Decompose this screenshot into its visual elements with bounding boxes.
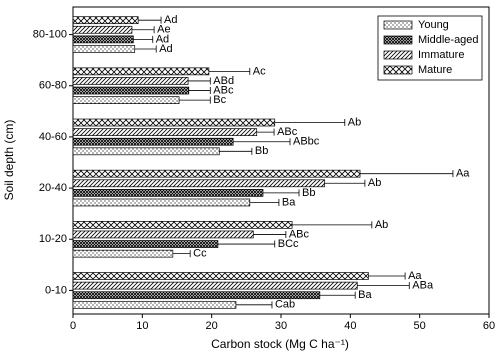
x-tick-label: 10 xyxy=(136,320,148,332)
error-bar xyxy=(138,16,162,24)
significance-label: BCc xyxy=(278,238,299,250)
bar xyxy=(72,96,180,105)
significance-label: Bb xyxy=(302,187,315,199)
legend-swatch xyxy=(383,50,413,60)
bar xyxy=(72,249,174,258)
x-tick-label: 60 xyxy=(483,320,495,332)
x-tick-label: 30 xyxy=(275,320,287,332)
x-tick-label: 40 xyxy=(344,320,356,332)
error-bar xyxy=(179,96,211,104)
bar xyxy=(72,300,237,309)
bar xyxy=(72,25,133,34)
bar xyxy=(72,137,234,146)
bar xyxy=(72,16,139,25)
significance-label: ABc xyxy=(277,126,298,138)
bar xyxy=(72,67,210,76)
significance-label: Cab xyxy=(275,299,295,311)
significance-label: Ab xyxy=(348,116,361,128)
legend-swatch xyxy=(383,20,413,30)
error-bar xyxy=(368,272,406,280)
y-tick-label: 10-20 xyxy=(39,233,67,245)
error-bar xyxy=(324,179,366,187)
significance-label: Bc xyxy=(213,94,226,106)
bar xyxy=(72,272,369,280)
bar xyxy=(72,77,189,85)
significance-label: ABc xyxy=(289,228,310,240)
significance-label: Ad xyxy=(156,33,169,45)
bar xyxy=(72,35,134,44)
bar xyxy=(72,45,136,53)
y-tick-label: 40-60 xyxy=(39,131,67,143)
y-tick-label: 20-40 xyxy=(39,182,67,194)
y-tick-label: 0-10 xyxy=(45,284,67,296)
significance-label: ABa xyxy=(412,280,434,292)
bar xyxy=(72,179,326,188)
x-axis-label: Carbon stock (Mg C ha⁻¹) xyxy=(211,337,349,351)
bar xyxy=(72,189,264,197)
error-bar xyxy=(188,87,211,95)
y-axis-label: Soil depth (cm) xyxy=(2,120,16,201)
significance-label: Ba xyxy=(282,196,296,208)
bar xyxy=(72,198,251,207)
legend-label: Middle-aged xyxy=(418,34,479,46)
y-tick-label: 60-80 xyxy=(39,80,67,92)
significance-label: ABbc xyxy=(293,136,320,148)
significance-label: Ad xyxy=(164,14,177,26)
significance-label: Cc xyxy=(193,248,207,260)
error-bar xyxy=(274,119,346,127)
significance-label: Ab xyxy=(368,177,381,189)
error-bar xyxy=(172,250,191,258)
significance-label: Ab xyxy=(375,219,388,231)
significance-label: Aa xyxy=(408,270,422,282)
error-bar xyxy=(131,26,155,34)
error-bar xyxy=(188,77,211,85)
bar xyxy=(72,221,293,229)
legend-label: Young xyxy=(418,19,449,31)
bar xyxy=(72,240,219,248)
significance-label: ABd xyxy=(213,75,234,87)
error-bar xyxy=(133,35,154,43)
significance-label: Ba xyxy=(358,289,372,301)
error-bar xyxy=(319,291,356,299)
error-bar xyxy=(360,170,454,178)
error-bar xyxy=(256,128,275,136)
error-bar xyxy=(235,301,273,309)
bar xyxy=(72,230,254,239)
error-bar xyxy=(253,230,287,238)
x-tick-label: 50 xyxy=(414,320,426,332)
bar xyxy=(72,147,220,156)
y-tick-label: 80-100 xyxy=(33,28,67,40)
x-tick-label: 0 xyxy=(70,320,76,332)
bar xyxy=(72,291,321,300)
significance-label: Ae xyxy=(157,24,170,36)
error-bar xyxy=(262,189,300,197)
error-bar xyxy=(249,198,280,206)
legend-label: Immature xyxy=(418,49,464,61)
significance-label: Ad xyxy=(159,43,172,55)
error-bar xyxy=(134,45,157,53)
bar xyxy=(72,86,190,95)
error-bar xyxy=(292,221,373,229)
error-bar xyxy=(208,67,251,75)
error-bar xyxy=(219,147,253,155)
error-bar xyxy=(217,240,276,248)
x-tick-label: 20 xyxy=(206,320,218,332)
bar xyxy=(72,169,361,178)
significance-label: Aa xyxy=(456,168,470,180)
bar xyxy=(72,128,258,136)
significance-label: Bb xyxy=(255,145,268,157)
significance-label: Ac xyxy=(253,65,266,77)
legend-swatch xyxy=(383,35,413,45)
error-bar xyxy=(233,138,291,146)
bar xyxy=(72,281,358,290)
error-bar xyxy=(357,282,410,290)
significance-label: ABc xyxy=(213,84,234,96)
legend-swatch xyxy=(383,65,413,75)
legend-label: Mature xyxy=(418,64,452,76)
bar xyxy=(72,118,276,127)
